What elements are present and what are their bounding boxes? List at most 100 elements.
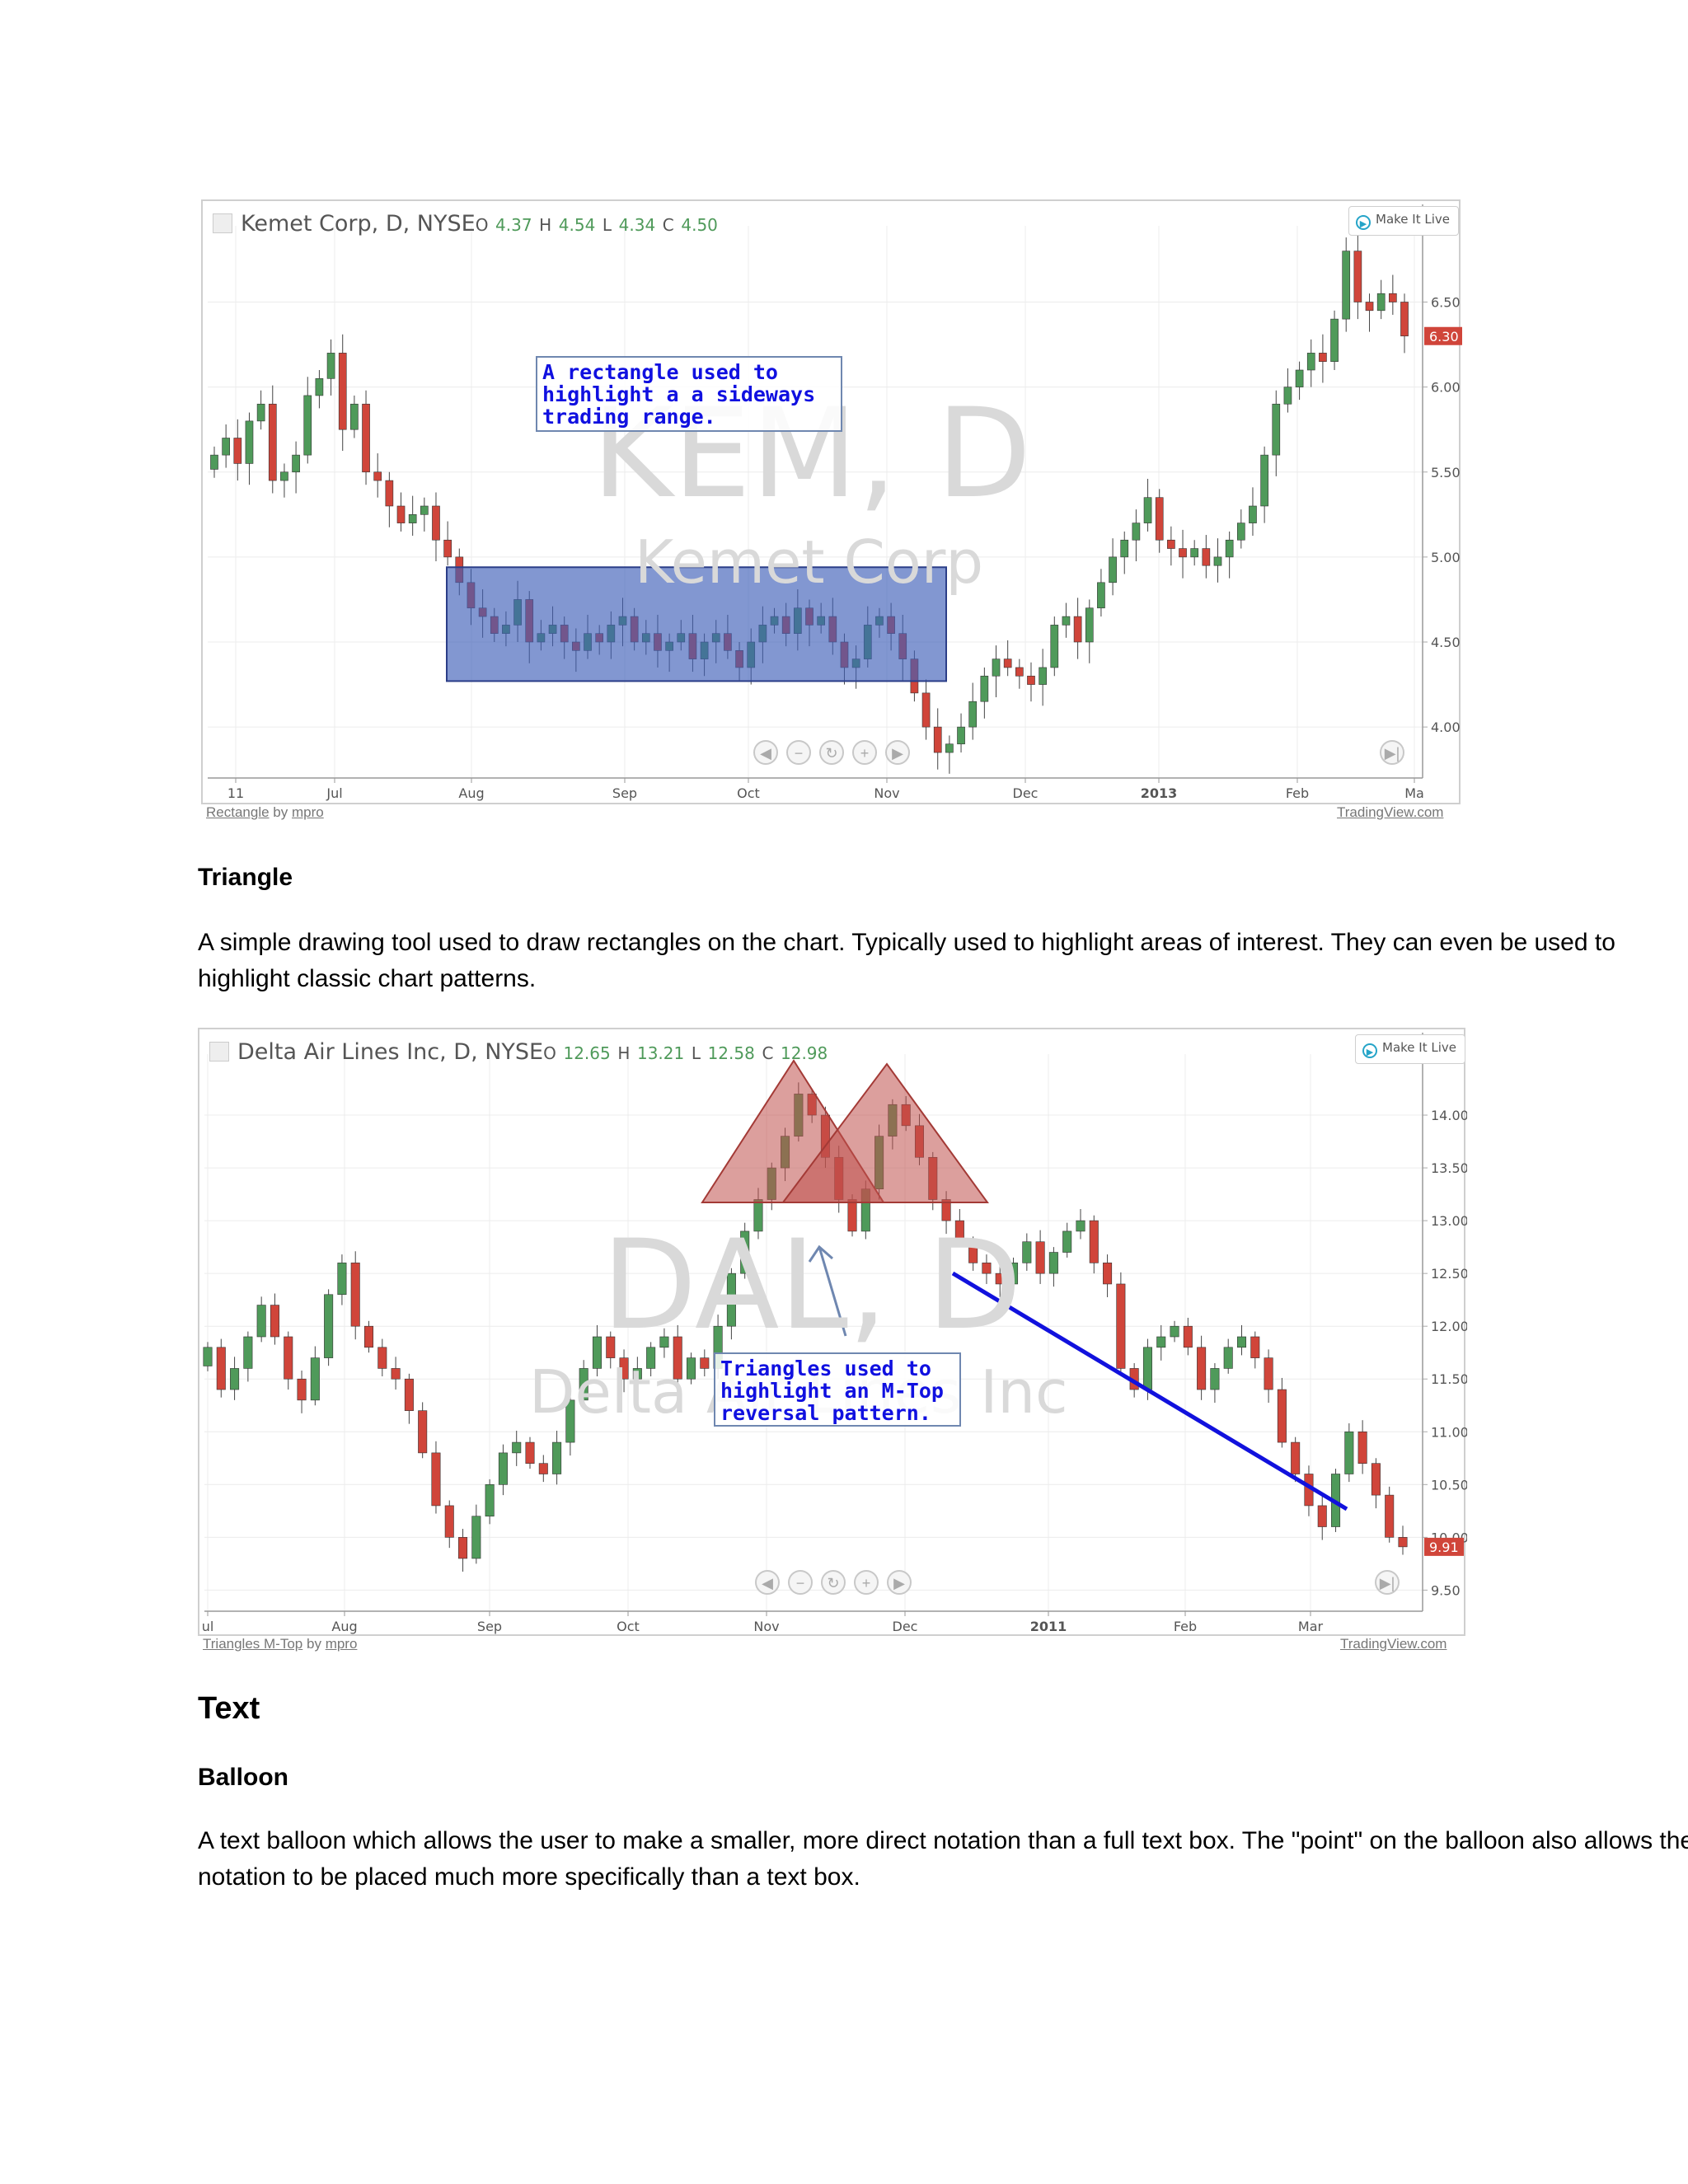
candle-down bbox=[1277, 1389, 1287, 1443]
scroll-left-button[interactable]: ◀ bbox=[753, 740, 778, 765]
candle-down bbox=[1167, 539, 1175, 549]
candle-down bbox=[391, 1368, 401, 1380]
y-tick-label: 5.50 bbox=[1431, 465, 1461, 480]
chart-symbol-header: Delta Air Lines Inc, D, NYSEO 12.65 H 13… bbox=[209, 1039, 828, 1065]
reset-button[interactable]: ↻ bbox=[819, 740, 844, 765]
candle-up bbox=[980, 675, 989, 702]
candle-down bbox=[350, 1263, 360, 1327]
candle-down bbox=[1319, 353, 1327, 362]
y-tick-label: 11.00 bbox=[1431, 1424, 1467, 1440]
idea-link[interactable]: Rectangle bbox=[206, 804, 270, 820]
candle-up bbox=[1344, 1431, 1354, 1474]
candle-down bbox=[458, 1537, 468, 1559]
zoom-out-button[interactable]: − bbox=[788, 1570, 813, 1595]
candle-up bbox=[659, 1336, 669, 1348]
candle-up bbox=[1009, 1263, 1019, 1285]
candle-up bbox=[324, 1294, 334, 1358]
candle-down bbox=[363, 1325, 374, 1348]
delta-chart[interactable]: 9.50 10.00 10.50 11.00 11.50 12.00 12.50 13.00 1… bbox=[198, 1028, 1467, 1638]
candle-up bbox=[1022, 1241, 1032, 1263]
delta-chart-canvas[interactable]: 9.5010.0010.5011.0011.5012.0012.5013.001… bbox=[199, 1029, 1467, 1638]
y-tick-label: 12.50 bbox=[1431, 1266, 1467, 1282]
zoom-in-button[interactable]: + bbox=[852, 740, 877, 765]
m-top-right-triangle bbox=[781, 1062, 989, 1203]
candle-down bbox=[1264, 1357, 1273, 1390]
candle-down bbox=[1015, 667, 1024, 677]
high-value: 13.21 bbox=[636, 1043, 685, 1063]
candle-up bbox=[1330, 318, 1339, 362]
candle-down bbox=[1317, 1505, 1327, 1527]
symbol-checkbox[interactable] bbox=[213, 213, 232, 233]
triangle-annotation[interactable]: Triangles used to highlight an M-Top rev… bbox=[714, 1352, 961, 1427]
candle-down bbox=[432, 505, 440, 541]
candle-up bbox=[1272, 403, 1281, 456]
candle-down bbox=[284, 1336, 293, 1380]
candle-down bbox=[525, 1441, 535, 1464]
candle-down bbox=[606, 1336, 616, 1358]
y-tick-label: 4.50 bbox=[1431, 635, 1461, 650]
symbol-checkbox[interactable] bbox=[209, 1042, 229, 1062]
x-tick-label: Aug bbox=[331, 1619, 357, 1634]
candle-up bbox=[1225, 539, 1234, 558]
candle-up bbox=[1050, 625, 1059, 668]
candle-down bbox=[385, 480, 394, 507]
candle-down bbox=[1398, 1537, 1408, 1548]
candle-up bbox=[1120, 539, 1129, 558]
idea-link[interactable]: Triangles M-Top bbox=[203, 1636, 303, 1652]
symbol-name: Delta Air Lines Inc, D, NYSE bbox=[237, 1039, 544, 1065]
zoom-in-button[interactable]: + bbox=[854, 1570, 879, 1595]
candle-down bbox=[268, 403, 277, 481]
candle-up bbox=[303, 395, 312, 456]
candle-down bbox=[619, 1357, 629, 1380]
candle-up bbox=[968, 701, 978, 728]
chart-symbol-header: Kemet Corp, D, NYSEO 4.37 H 4.54 L 4.34 … bbox=[213, 211, 718, 237]
candle-up bbox=[1260, 454, 1268, 507]
candle-down bbox=[1027, 675, 1035, 685]
candle-up bbox=[222, 438, 230, 456]
candle-up bbox=[210, 454, 218, 470]
rectangle-annotation[interactable]: A rectangle used to highlight a a sidewa… bbox=[536, 356, 842, 432]
candle-up bbox=[1142, 1347, 1152, 1390]
scroll-left-button[interactable]: ◀ bbox=[755, 1570, 780, 1595]
x-tick-label: Oct bbox=[737, 785, 760, 801]
candle-down bbox=[297, 1378, 307, 1401]
candle-up bbox=[1109, 556, 1117, 583]
candle-up bbox=[646, 1347, 656, 1369]
go-to-realtime-button[interactable]: ▶| bbox=[1380, 740, 1404, 765]
candle-up bbox=[350, 403, 359, 430]
author-link[interactable]: mpro bbox=[325, 1636, 358, 1652]
candle-up bbox=[1236, 523, 1245, 541]
y-tick-label: 13.00 bbox=[1431, 1213, 1467, 1229]
chart-watermark-company: Kemet Corp bbox=[635, 527, 984, 597]
x-tick-label: Jul bbox=[326, 785, 342, 801]
scroll-right-button[interactable]: ▶ bbox=[887, 1570, 912, 1595]
candle-down bbox=[1103, 1263, 1113, 1285]
candle-down bbox=[1389, 293, 1397, 302]
candle-down bbox=[233, 438, 242, 464]
candle-up bbox=[315, 378, 324, 396]
x-tick-label: Feb bbox=[1174, 1619, 1197, 1634]
candle-up bbox=[485, 1484, 495, 1517]
make-it-live-button[interactable]: ▶ Make It Live bbox=[1348, 206, 1459, 236]
make-it-live-button[interactable]: ▶ Make It Live bbox=[1355, 1034, 1465, 1064]
triangle-heading: Triangle bbox=[198, 864, 293, 891]
candle-down bbox=[396, 505, 406, 523]
candle-up bbox=[1342, 251, 1351, 320]
scroll-right-button[interactable]: ▶ bbox=[885, 740, 910, 765]
zoom-out-button[interactable]: − bbox=[786, 740, 811, 765]
candle-down bbox=[443, 539, 452, 558]
author-link[interactable]: mpro bbox=[292, 804, 324, 820]
reset-button[interactable]: ↻ bbox=[821, 1570, 846, 1595]
candle-up bbox=[957, 726, 965, 745]
go-to-realtime-button[interactable]: ▶| bbox=[1375, 1570, 1400, 1595]
tradingview-link[interactable]: TradingView.com bbox=[1340, 1636, 1447, 1652]
last-price-label: 9.91 bbox=[1429, 1540, 1459, 1555]
kemet-chart-canvas[interactable]: 4.00 4.50 5.00 5.50 6.00 6.50 11 Jul Aug Sep Oct No… bbox=[203, 201, 1462, 806]
kemet-chart[interactable]: 4.00 4.50 5.00 5.50 6.00 6.50 11 Jul Aug Sep Oct No… bbox=[201, 199, 1462, 806]
candle-up bbox=[1283, 387, 1292, 405]
triangle-paragraph: A simple drawing tool used to draw recta… bbox=[198, 929, 1615, 992]
candle-down bbox=[982, 1263, 992, 1274]
tradingview-link[interactable]: TradingView.com bbox=[1337, 804, 1444, 820]
candle-up bbox=[420, 505, 429, 515]
candle-up bbox=[203, 1347, 213, 1366]
